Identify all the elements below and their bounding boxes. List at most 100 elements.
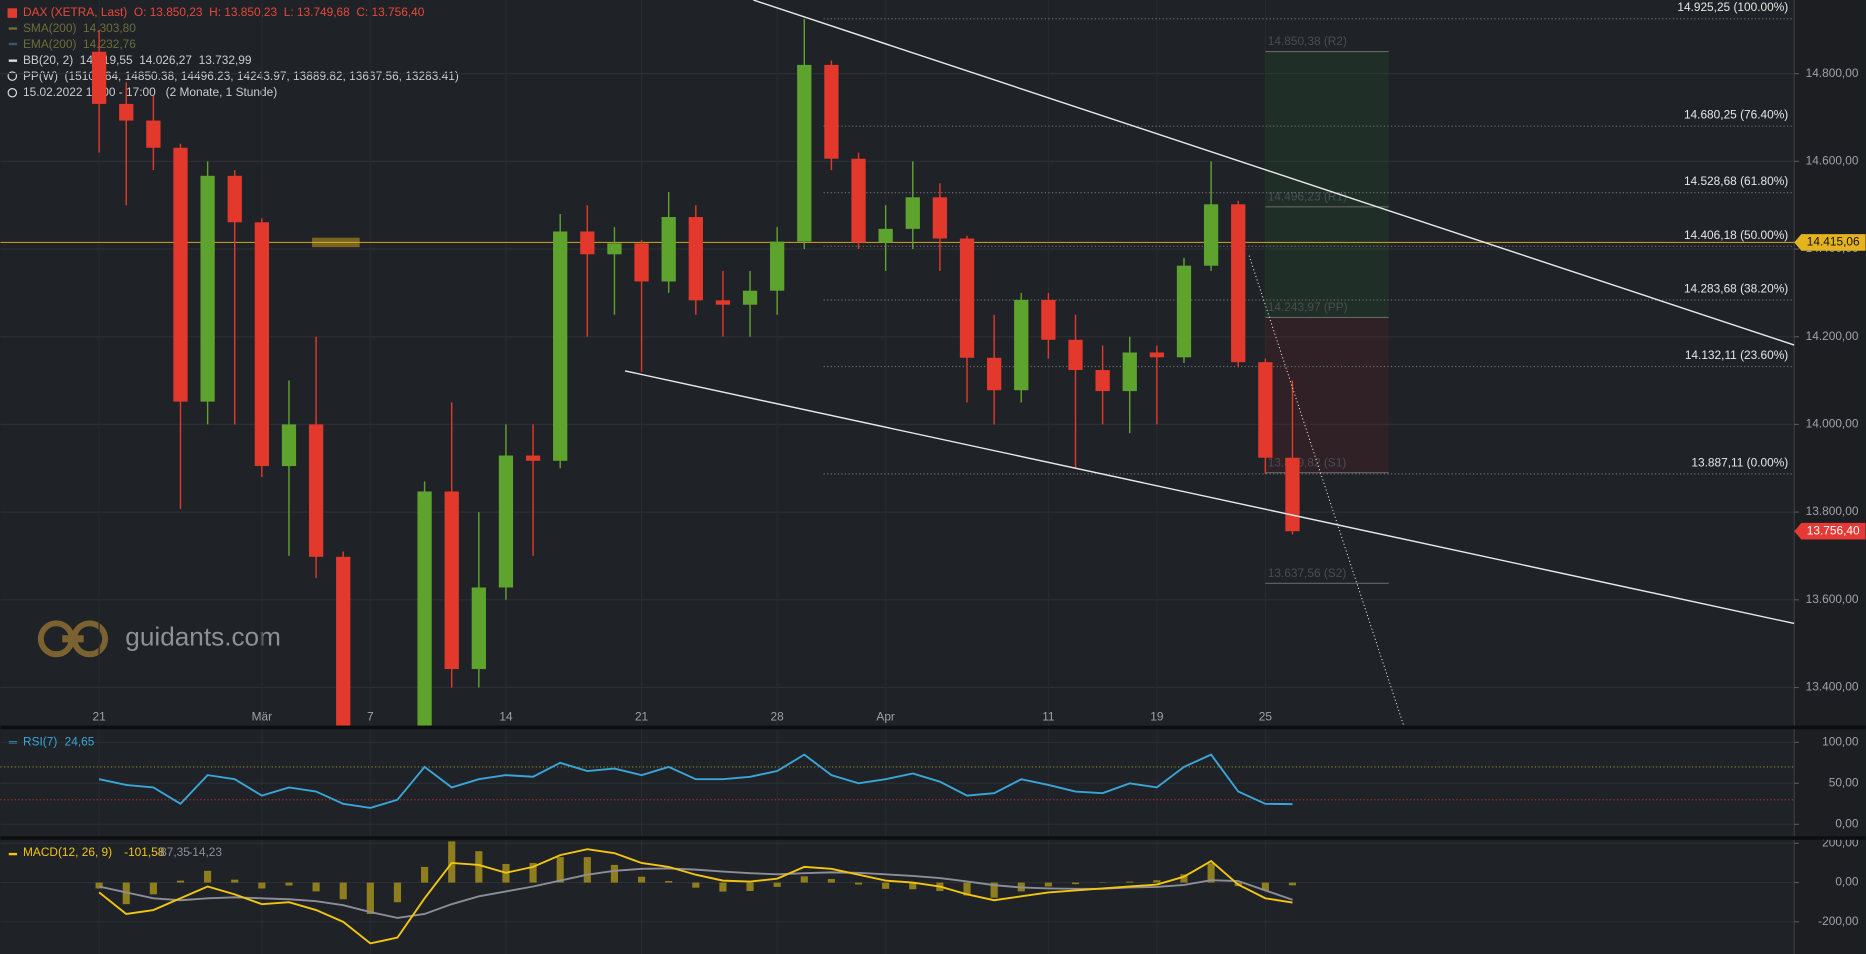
x-tick-label: 19 [1150, 709, 1164, 723]
y-tick-label: 14.200,00 [1806, 329, 1859, 343]
x-tick-label: 28 [771, 709, 785, 723]
histogram-bar [1288, 882, 1297, 886]
histogram-bar [448, 841, 456, 883]
trendline [1248, 255, 1405, 726]
candle-body [1231, 204, 1246, 363]
histogram-bar [719, 882, 727, 892]
histogram-bar [665, 881, 673, 883]
y-tick-label: 13.400,00 [1806, 680, 1859, 694]
x-tick-label: Apr [876, 709, 895, 723]
histogram-bar [149, 882, 157, 895]
histogram-bar [1153, 880, 1161, 883]
candle-body [932, 197, 948, 239]
legend-line: 15.02.2022 12:00 - 17:00 (2 Monate, 1 St… [23, 85, 277, 99]
fib-label: 14.925,25 (100.00%) [1677, 0, 1788, 14]
candle-body [770, 241, 785, 291]
histogram-bar [176, 880, 185, 883]
indicator-name: MACD(12, 26, 9) [23, 845, 112, 859]
candle-body [797, 64, 812, 242]
fib-label: 14.283,68 (38.20%) [1684, 281, 1788, 295]
candle-body [227, 175, 242, 223]
histogram-bar [366, 882, 374, 914]
legend-line: PP(W) (15102.64, 14850.38, 14496.23, 142… [23, 69, 459, 83]
histogram-bar [637, 876, 646, 883]
x-tick-label: Mär [252, 709, 272, 723]
candle-body [417, 491, 432, 726]
histogram-bar [339, 882, 347, 900]
legend-line: DAX (XETRA, Last) O: 13.850,23 H: 13.850… [23, 5, 425, 19]
candle-body [580, 231, 595, 255]
candle-body [281, 424, 297, 467]
candle-body [715, 300, 731, 305]
series-line [98, 848, 1293, 945]
histogram-bar [1207, 863, 1215, 883]
indicator-name: RSI(7) [23, 734, 57, 748]
panel-separator [0, 725, 1866, 730]
candle-body [1203, 204, 1219, 266]
indicator-value: -87,35 [156, 845, 190, 859]
trendline [753, 0, 1795, 346]
legend-line: SMA(200) 14.303,80 [23, 21, 136, 35]
histogram-bar [421, 866, 429, 883]
histogram-bar [122, 882, 130, 905]
candle-body [607, 243, 622, 255]
candle-body [173, 147, 188, 402]
candle-body [851, 158, 866, 243]
price-tag-label: 13.756,40 [1807, 523, 1860, 537]
histogram-bar [882, 882, 890, 889]
y-tick-label: 100,00 [1822, 734, 1859, 748]
watermark: guidants.com [125, 622, 281, 652]
candle-body [1068, 339, 1083, 371]
histogram-bar [285, 882, 293, 886]
histogram-bar [854, 882, 863, 885]
y-tick-label: 13.800,00 [1806, 504, 1859, 518]
histogram-bar [475, 851, 483, 883]
watermark-logo [37, 620, 109, 658]
candle-body [525, 455, 541, 461]
histogram-bar [1261, 882, 1269, 891]
pivot-zone-up [1265, 51, 1389, 318]
pivot-label: 14.243,97 (PP) [1268, 300, 1348, 314]
candle-body [1149, 352, 1165, 358]
trendline [624, 370, 1795, 625]
x-tick-label: 7 [367, 709, 374, 723]
y-tick-label: 14.800,00 [1806, 66, 1859, 80]
candle-body [905, 197, 920, 229]
candle-body [119, 103, 134, 121]
candle-body [200, 175, 215, 402]
candle-body [824, 64, 839, 159]
histogram-bar [1126, 881, 1134, 883]
y-tick-label: 0,00 [1835, 875, 1859, 889]
candle-body [1176, 265, 1192, 358]
fib-label: 14.406,18 (50.00%) [1684, 228, 1788, 242]
histogram-bar [963, 882, 971, 896]
pivot-label: 13.889,82 (S1) [1268, 455, 1347, 469]
histogram-bar [393, 882, 402, 903]
legend-line: EMA(200) 14.232,76 [23, 37, 136, 51]
pivot-zone-down [1265, 317, 1389, 473]
poc-box [312, 237, 360, 248]
indicator-value: -14,23 [188, 845, 222, 859]
candle-body [553, 231, 568, 461]
fib-label: 14.680,25 (76.40%) [1684, 108, 1788, 122]
candle-body [1122, 352, 1137, 392]
histogram-bar [746, 882, 754, 892]
x-tick-label: 25 [1259, 709, 1273, 723]
histogram-bar [1071, 882, 1080, 885]
fib-label: 14.132,11 (23.60%) [1685, 348, 1788, 362]
y-tick-label: 0,00 [1835, 816, 1859, 830]
histogram-bar [583, 857, 591, 883]
candle-body [1258, 362, 1273, 458]
candle-body [1041, 299, 1056, 340]
histogram-bar [1180, 874, 1188, 883]
candle-body [471, 587, 486, 670]
histogram-bar [95, 882, 103, 889]
y-tick-label: 13.600,00 [1806, 592, 1859, 606]
histogram-bar [556, 857, 564, 883]
candle-body [1285, 457, 1300, 532]
pivot-label: 14.850,38 (R2) [1268, 34, 1347, 48]
indicator-value: -101,58 [124, 845, 165, 859]
x-tick-label: 11 [1042, 709, 1055, 723]
candle-body [444, 491, 459, 670]
